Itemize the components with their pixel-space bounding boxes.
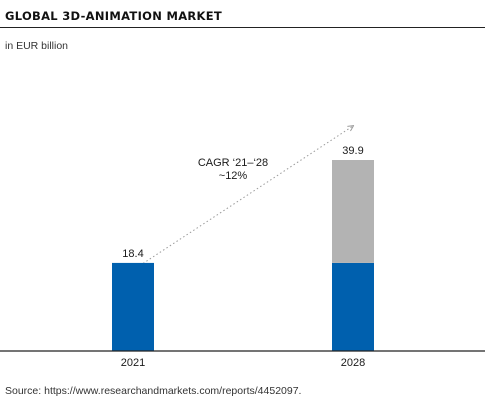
bar-2021-base	[112, 262, 154, 351]
x-tick-2028: 2028	[341, 357, 365, 369]
unit-label: in EUR billion	[5, 40, 69, 52]
cagr-annotation-line2: ~12%	[219, 170, 248, 182]
bar-2028-growth	[332, 160, 374, 263]
bar-chart: CAGR ‘21–‘28 ~12% 18.4 39.9 2021 2028	[0, 0, 485, 369]
chart-title: GLOBAL 3D-ANIMATION MARKET	[5, 9, 223, 23]
cagr-trend-arrow	[132, 126, 353, 271]
x-tick-2021: 2021	[121, 357, 145, 369]
source-note: Source: https://www.researchandmarkets.c…	[5, 385, 302, 397]
data-label-2021: 18.4	[122, 248, 143, 260]
cagr-annotation-line1: CAGR ‘21–‘28	[198, 157, 268, 169]
bar-2028-base	[332, 262, 374, 351]
data-label-2028: 39.9	[342, 145, 363, 157]
title-divider	[0, 27, 485, 28]
